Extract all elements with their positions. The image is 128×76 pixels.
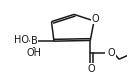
Text: OH: OH bbox=[26, 48, 41, 58]
Text: HO: HO bbox=[14, 35, 29, 45]
Text: O: O bbox=[92, 14, 99, 24]
Text: O: O bbox=[108, 48, 115, 58]
Text: B: B bbox=[31, 36, 37, 46]
Text: O: O bbox=[88, 64, 95, 74]
